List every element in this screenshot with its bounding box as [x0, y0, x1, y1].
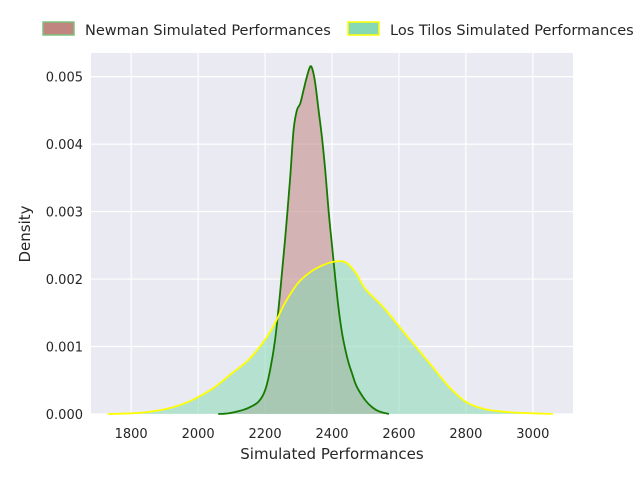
density-line-lostilos [107, 260, 553, 415]
y-tick-label: 0.000 [46, 408, 83, 423]
legend-swatch-newman [42, 21, 75, 36]
x-tick-label: 3000 [516, 427, 549, 442]
legend: Newman Simulated Performances Los Tilos … [42, 21, 634, 39]
x-tick-labels: 1800 2000 2200 2400 2600 2800 3000 [115, 427, 550, 442]
x-tick-label: 2400 [315, 427, 348, 442]
density-area-newman [218, 66, 389, 414]
x-axis-label: Simulated Performances [240, 445, 424, 463]
legend-label-lostilos: Los Tilos Simulated Performances [390, 23, 634, 39]
y-axis-label: Density [16, 205, 34, 262]
legend-label-newman: Newman Simulated Performances [85, 23, 331, 39]
y-tick-labels: 0.000 0.001 0.002 0.003 0.004 0.005 [46, 71, 83, 423]
x-tick-label: 2000 [182, 427, 215, 442]
y-tick-label: 0.002 [46, 273, 83, 288]
y-tick-label: 0.004 [46, 138, 83, 153]
density-area-lostilos [107, 261, 553, 414]
legend-swatch-lostilos [347, 21, 380, 36]
density-line-newman [218, 65, 390, 415]
y-tick-label: 0.005 [46, 71, 83, 86]
x-tick-label: 1800 [115, 427, 148, 442]
y-tick-label: 0.001 [46, 341, 83, 356]
x-tick-label: 2200 [249, 427, 282, 442]
x-tick-label: 2600 [382, 427, 415, 442]
y-tick-label: 0.003 [46, 206, 83, 221]
density-areas [107, 65, 553, 415]
x-tick-label: 2800 [449, 427, 482, 442]
